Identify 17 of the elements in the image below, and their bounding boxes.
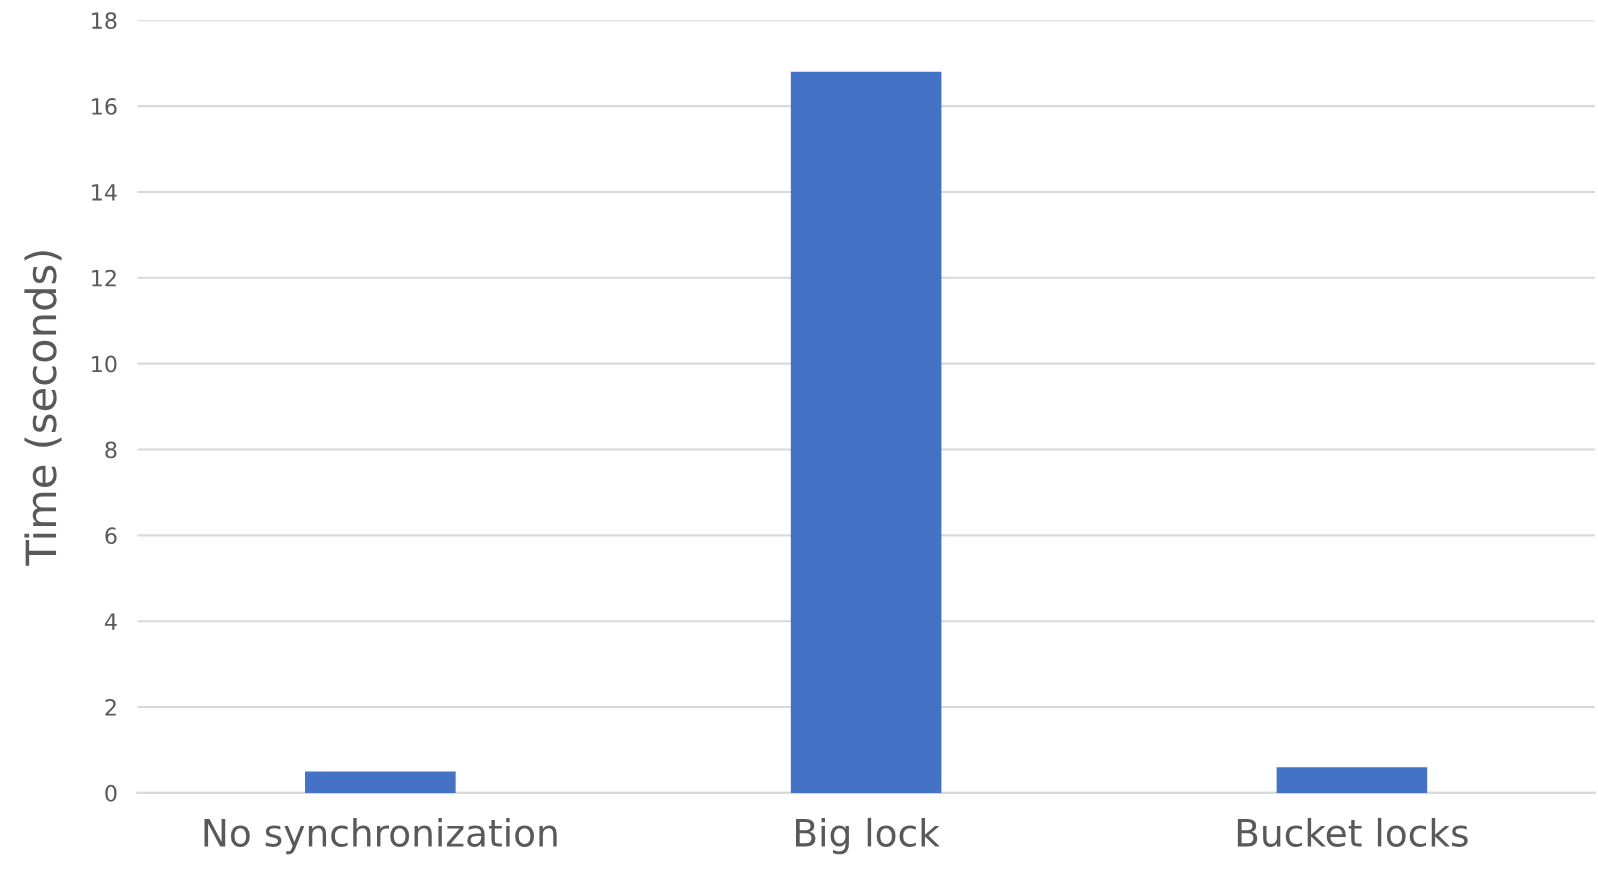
y-tick-label: 8	[105, 441, 117, 459]
bar	[305, 771, 456, 793]
x-tick-label: No synchronization	[204, 817, 557, 855]
y-tick-label: 6	[105, 527, 117, 545]
y-tick-label: 18	[92, 12, 117, 30]
y-tick-label: 10	[92, 355, 117, 373]
bar	[790, 71, 942, 793]
y-tick-label: 2	[105, 699, 116, 716]
y-tick-label: 14	[92, 184, 117, 201]
x-tick-label: Bucket locks	[1237, 817, 1468, 847]
bar	[1276, 767, 1428, 793]
y-tick-label: 0	[105, 784, 117, 802]
y-tick-label: 4	[104, 613, 117, 630]
y-tick-label: 12	[92, 269, 116, 287]
y-tick-label: 16	[92, 98, 117, 115]
y-axis-title: Time (seconds)	[24, 251, 62, 566]
x-tick-label: Big lock	[796, 817, 940, 855]
